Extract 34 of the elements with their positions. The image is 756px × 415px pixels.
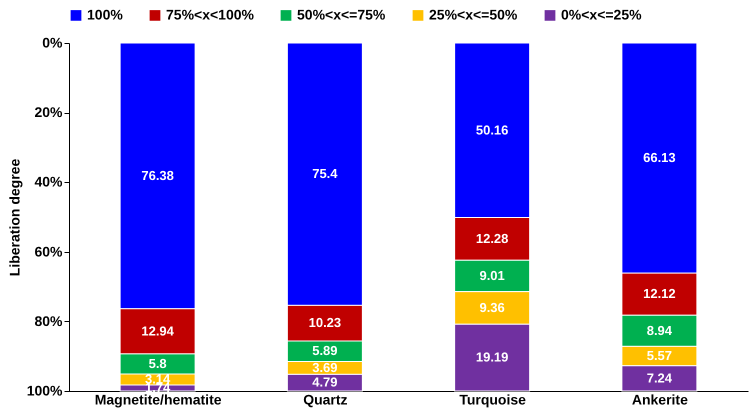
data-label: 5.89 <box>312 343 338 358</box>
data-label: 50.16 <box>476 122 508 138</box>
data-label: 12.28 <box>476 230 508 246</box>
data-label: 3.69 <box>312 360 338 375</box>
data-label: 19.19 <box>476 350 508 365</box>
legend-label: 50%<x<=75% <box>297 6 386 22</box>
data-label: 9.01 <box>479 268 505 283</box>
y-tick-label: 0% <box>42 34 64 50</box>
legend-label: 0%<x<=25% <box>561 6 642 22</box>
y-tick-label: 80% <box>34 312 64 329</box>
legend-label: 100% <box>87 6 124 22</box>
data-label: 12.94 <box>141 323 175 338</box>
y-tick-label: 40% <box>34 174 64 190</box>
data-label: 66.13 <box>643 150 676 166</box>
x-tick-label: Ankerite <box>632 392 688 408</box>
y-axis-title: Liberation degree <box>6 158 23 276</box>
x-tick-label: Quartz <box>303 392 348 408</box>
x-tick-label: Turquoise <box>459 392 526 408</box>
data-label: 12.12 <box>643 286 676 302</box>
data-label: 5.57 <box>646 348 672 364</box>
data-label: 5.8 <box>148 356 167 371</box>
x-tick-label: Magnetite/hematite <box>94 392 222 408</box>
legend-label: 75%<x<100% <box>166 6 255 22</box>
legend-label: 25%<x<=50% <box>429 6 518 22</box>
y-tick-label: 100% <box>26 382 64 398</box>
data-label: 75.4 <box>312 166 338 182</box>
data-label: 7.24 <box>646 370 673 386</box>
data-label: 8.94 <box>646 322 673 338</box>
data-label: 10.23 <box>308 315 342 330</box>
data-label: 4.79 <box>312 374 338 390</box>
data-label: 9.36 <box>479 300 505 315</box>
data-label: 76.38 <box>141 168 174 183</box>
y-tick-label: 60% <box>34 243 64 260</box>
y-tick-label: 20% <box>34 104 64 120</box>
